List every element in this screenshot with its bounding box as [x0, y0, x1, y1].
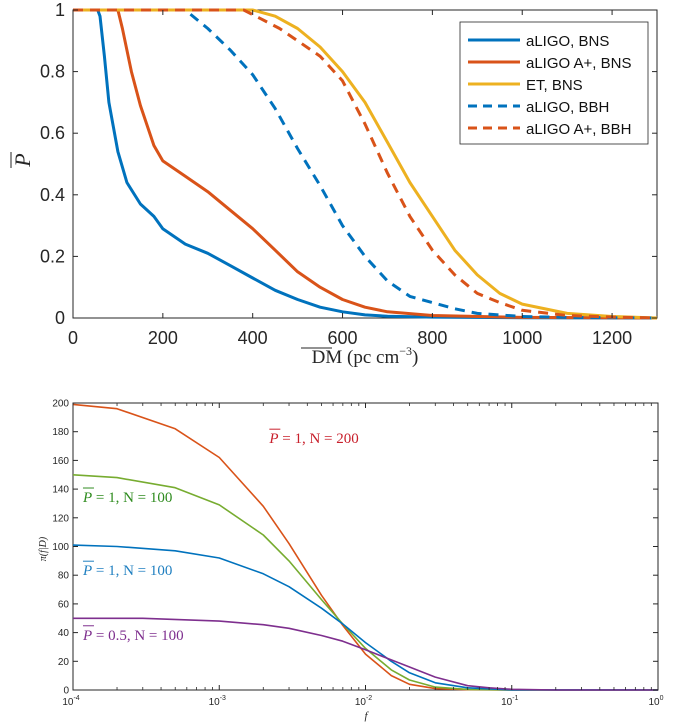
bottom-y-tick-label: 80 [58, 571, 70, 582]
bottom-annotation-text: = 0.5, N = 100 [92, 628, 184, 644]
bottom-x-tick-exponent: -1 [512, 695, 518, 702]
bottom-x-tick-label: 10-3 [209, 695, 226, 708]
bottom-y-tick-label: 20 [58, 657, 70, 668]
bottom-plot-area [72, 402, 659, 691]
bottom-x-tick-exponent: -2 [366, 695, 372, 702]
top-x-tick-label: 1200 [592, 328, 632, 348]
bottom-series-line-3 [72, 544, 659, 691]
bottom-x-tick-base: 10 [648, 697, 660, 708]
bottom-x-tick-label: 100 [648, 695, 663, 708]
top-x-tick-label: 800 [417, 328, 447, 348]
bottom-annotation: P = 1, N = 100 [82, 490, 172, 506]
top-x-axis-label-main: DM (pc cm [312, 347, 400, 368]
bottom-x-tick-label: 10-1 [501, 695, 518, 708]
bottom-x-tick-base: 10 [209, 697, 221, 708]
bottom-x-ticks: 10-4 10-3 10-2 10-1 100 [62, 403, 664, 708]
bottom-y-tick-label: 60 [58, 599, 70, 610]
top-series-line-4 [73, 8, 658, 320]
bottom-x-axis-label: f [364, 710, 369, 722]
bottom-y-tick-label: 140 [52, 485, 69, 496]
top-x-axis-label: DM (pc cm−3) [312, 344, 419, 368]
top-series-group [73, 8, 658, 320]
bottom-chart: 10-4 10-3 10-2 10-1 100 02040608010012014016… [38, 399, 664, 723]
bottom-annotation-text: = 1, N = 100 [92, 490, 172, 506]
bottom-x-tick-label: 10-4 [62, 695, 79, 708]
top-x-axis-label-close: ) [412, 347, 418, 368]
top-y-tick-label: 0.6 [40, 123, 65, 143]
top-legend-label: aLIGO, BBH [526, 99, 609, 116]
bottom-x-tick-base: 10 [501, 697, 513, 708]
bottom-series-line-4 [73, 617, 658, 691]
top-y-axis-label: P [10, 153, 35, 167]
bottom-annotation-text: = 1, N = 100 [92, 563, 172, 579]
top-series-line-5 [73, 8, 658, 320]
bottom-annotation: P = 0.5, N = 100 [82, 628, 184, 644]
top-x-tick-label: 600 [328, 328, 358, 348]
bottom-x-tick-label: 10-2 [355, 695, 372, 708]
top-legend-label: aLIGO A+, BBH [526, 121, 631, 138]
bottom-y-axis-label: π(f|D) [38, 536, 49, 561]
top-chart: 0 200 400 600 800 1000 1200 0 0.2 0.4 0.6 0.8 1 DM … [10, 0, 658, 368]
top-y-tick-label: 1 [55, 0, 65, 20]
bottom-x-tick-exponent: -3 [220, 695, 226, 702]
bottom-series-group [72, 403, 659, 691]
bottom-y-tick-label: 160 [52, 456, 69, 467]
bottom-annotation-text: = 1, N = 200 [279, 431, 359, 447]
bottom-annotation-symbol: P [82, 628, 92, 644]
top-y-tick-label: 0.2 [40, 246, 65, 266]
bottom-annotation-symbol: P [268, 431, 278, 447]
top-x-tick-label: 200 [148, 328, 178, 348]
top-series-line-3 [73, 8, 658, 320]
top-legend-label: aLIGO, BNS [526, 33, 609, 50]
bottom-annotation: P = 1, N = 100 [82, 563, 172, 579]
top-legend-label: aLIGO A+, BNS [526, 55, 631, 72]
top-y-tick-label: 0.4 [40, 185, 65, 205]
bottom-x-tick-base: 10 [62, 697, 74, 708]
bottom-annotation: P = 1, N = 200 [268, 431, 358, 447]
top-series-line-1 [73, 8, 658, 320]
top-x-tick-label: 400 [238, 328, 268, 348]
top-y-tick-label: 0 [55, 308, 65, 328]
bottom-x-tick-exponent: 0 [660, 695, 664, 702]
top-x-ticks: 0 200 400 600 800 1000 1200 [68, 10, 632, 348]
bottom-y-ticks: 0 20 40 60 80 100 120 140 160 180 200 [52, 399, 658, 697]
bottom-y-tick-label: 180 [52, 427, 69, 438]
bottom-annotation-symbol: P [82, 563, 92, 579]
top-legend-label: ET, BNS [526, 77, 583, 94]
bottom-x-tick-base: 10 [355, 697, 367, 708]
top-series-line-2 [73, 8, 658, 320]
bottom-annotation-symbol: P [82, 490, 92, 506]
top-legend: aLIGO, BNS aLIGO A+, BNS ET, BNS aLIGO, BBH… [459, 21, 649, 145]
bottom-y-tick-label: 100 [52, 542, 69, 553]
top-x-tick-label: 1000 [502, 328, 542, 348]
bottom-y-tick-label: 0 [63, 686, 69, 697]
bottom-x-tick-exponent: -4 [73, 695, 79, 702]
bottom-y-tick-label: 40 [58, 628, 70, 639]
top-x-tick-label: 0 [68, 328, 78, 348]
bottom-y-tick-label: 120 [52, 513, 69, 524]
top-x-axis-label-exponent: −3 [399, 344, 412, 358]
bottom-y-tick-label: 200 [52, 399, 69, 410]
top-y-ticks: 0 0.2 0.4 0.6 0.8 1 [40, 0, 657, 328]
top-y-tick-label: 0.8 [40, 62, 65, 82]
